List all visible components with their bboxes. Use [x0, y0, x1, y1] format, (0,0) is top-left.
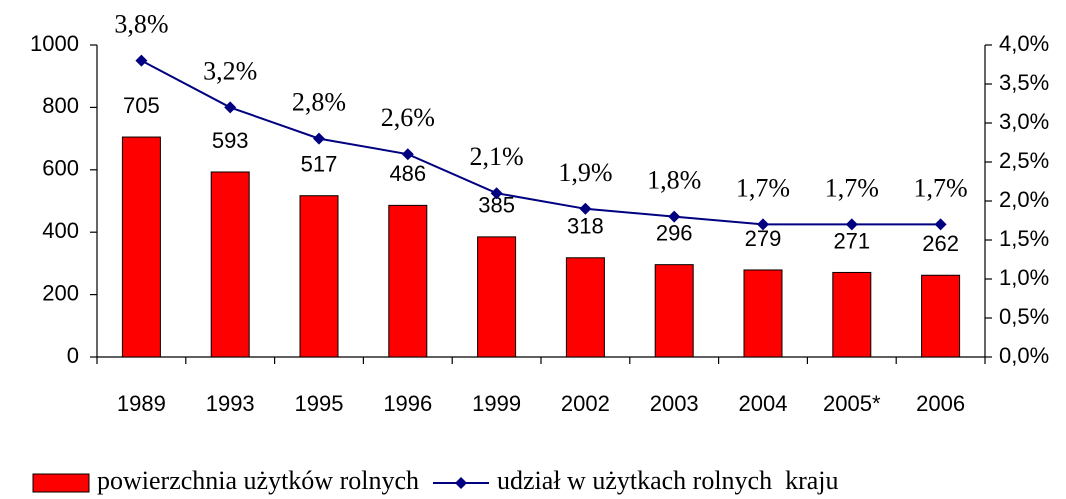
x-tick-label: 2003 — [650, 391, 699, 416]
y2-tick-label: 4,0% — [999, 31, 1049, 56]
y-tick-label: 800 — [42, 93, 79, 118]
line-label: 2,6% — [381, 103, 435, 132]
line-label: 1,7% — [914, 173, 968, 202]
x-tick-label: 2006 — [916, 391, 965, 416]
bar — [654, 264, 694, 358]
x-tick-label: 1999 — [472, 391, 521, 416]
x-tick-label: 1996 — [383, 391, 432, 416]
bar-label: 593 — [212, 128, 249, 153]
bar — [565, 257, 605, 358]
bar-label: 486 — [389, 161, 426, 186]
bar-label: 705 — [123, 93, 160, 118]
bar — [210, 171, 250, 358]
bar-label: 517 — [301, 152, 338, 177]
y-tick-label: 400 — [42, 218, 79, 243]
bar — [121, 136, 161, 358]
bar — [832, 271, 872, 358]
line-label: 1,8% — [647, 166, 701, 195]
legend-swatch — [32, 473, 90, 493]
line-label: 1,7% — [825, 173, 879, 202]
line-label: 3,2% — [203, 56, 257, 85]
x-tick-label: 2002 — [561, 391, 610, 416]
line-label: 2,1% — [470, 142, 524, 171]
line-marker — [490, 187, 503, 200]
bar-label: 271 — [833, 228, 870, 253]
line-marker — [401, 148, 414, 161]
line-marker — [668, 210, 681, 223]
y2-tick-label: 0,5% — [999, 304, 1049, 329]
bar — [299, 195, 339, 358]
legend-label: powierzchnia użytków rolnych — [97, 466, 419, 495]
line-label: 1,7% — [736, 173, 790, 202]
y2-tick-label: 2,5% — [999, 148, 1049, 173]
y2-tick-label: 3,0% — [999, 109, 1049, 134]
x-tick-label: 1995 — [295, 391, 344, 416]
bar-label: 318 — [567, 214, 604, 239]
line-marker — [934, 218, 947, 231]
x-tick-label: 2005* — [823, 391, 881, 416]
y2-tick-label: 2,0% — [999, 187, 1049, 212]
x-tick-label: 2004 — [739, 391, 788, 416]
y-tick-label: 0 — [67, 343, 79, 368]
legend-marker — [455, 477, 468, 489]
bar — [388, 204, 428, 358]
y-tick-label: 600 — [42, 156, 79, 181]
x-tick-label: 1989 — [117, 391, 166, 416]
line-marker — [313, 132, 325, 145]
line-marker — [224, 101, 237, 114]
legend-label: udział w użytkach rolnych kraju — [497, 466, 839, 495]
bar — [477, 236, 517, 358]
bar — [743, 269, 783, 358]
line-label: 2,8% — [292, 88, 346, 117]
line-marker — [757, 218, 769, 231]
y2-tick-label: 1,5% — [999, 226, 1049, 251]
x-tick-label: 1993 — [206, 391, 255, 416]
y-tick-label: 200 — [42, 280, 79, 305]
line-label: 3,8% — [114, 10, 168, 39]
y2-tick-label: 3,5% — [999, 70, 1049, 95]
bar-label: 262 — [922, 231, 959, 256]
bar — [921, 274, 961, 358]
line-marker — [579, 202, 592, 215]
y2-tick-label: 0,0% — [999, 343, 1049, 368]
y2-tick-label: 1,0% — [999, 265, 1049, 290]
y-tick-label: 1000 — [30, 31, 79, 56]
line — [140, 59, 941, 226]
bar-label: 296 — [656, 220, 693, 245]
line-marker — [135, 54, 148, 67]
line-label: 1,9% — [558, 158, 612, 187]
line-marker — [845, 218, 858, 231]
